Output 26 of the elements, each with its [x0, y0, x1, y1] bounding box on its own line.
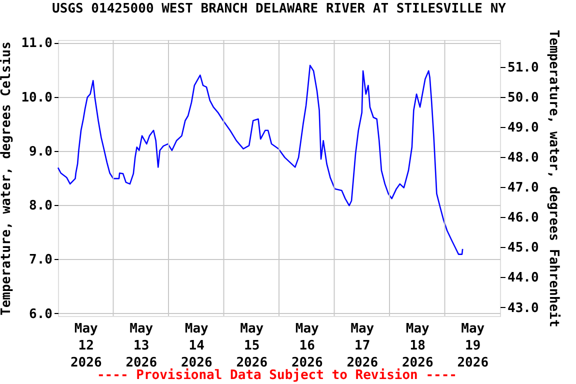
y-tick-label: 6.0: [29, 306, 53, 322]
y2-tick-label: 51.0: [508, 60, 539, 76]
y2-tick-label: 47.0: [508, 180, 539, 196]
y-tick-label: 10.0: [21, 90, 53, 106]
y-axis-title: Temperature, water, degrees Celsius: [0, 42, 14, 316]
y-tick-label: 7.0: [29, 252, 53, 268]
y2-tick-label: 44.0: [508, 270, 539, 286]
y2-axis-title: Temperature, water, degrees Fahrenheit: [546, 30, 561, 328]
y2-tick-label: 50.0: [508, 90, 539, 106]
line-series: [57, 64, 464, 255]
text: ---- Provisional Data Subject to Revision ----: [96, 368, 458, 383]
y-tick-label: 11.0: [21, 36, 53, 52]
y2-tick-label: 49.0: [508, 120, 539, 136]
y2-tick-label: 48.0: [508, 150, 539, 166]
y-tick-label: 8.0: [29, 198, 53, 214]
x-tick-label: May 13 2026: [126, 322, 158, 370]
y2-tick-label: 45.0: [508, 240, 539, 256]
y2-tick-label: 43.0: [508, 300, 539, 316]
chart-title: USGS 01425000 WEST BRANCH DELAWARE RIVER AT STILESVILLE NY: [52, 1, 506, 16]
x-tick-label: May 15 2026: [236, 322, 268, 370]
x-tick-label: May 19 2026: [457, 322, 489, 370]
y-tick-label: 9.0: [29, 144, 53, 160]
x-tick-label: May 17 2026: [346, 322, 378, 370]
y2-tick-label: 46.0: [508, 210, 539, 226]
x-tick-label: May 12 2026: [70, 322, 102, 370]
x-tick-label: May 18 2026: [402, 322, 434, 370]
